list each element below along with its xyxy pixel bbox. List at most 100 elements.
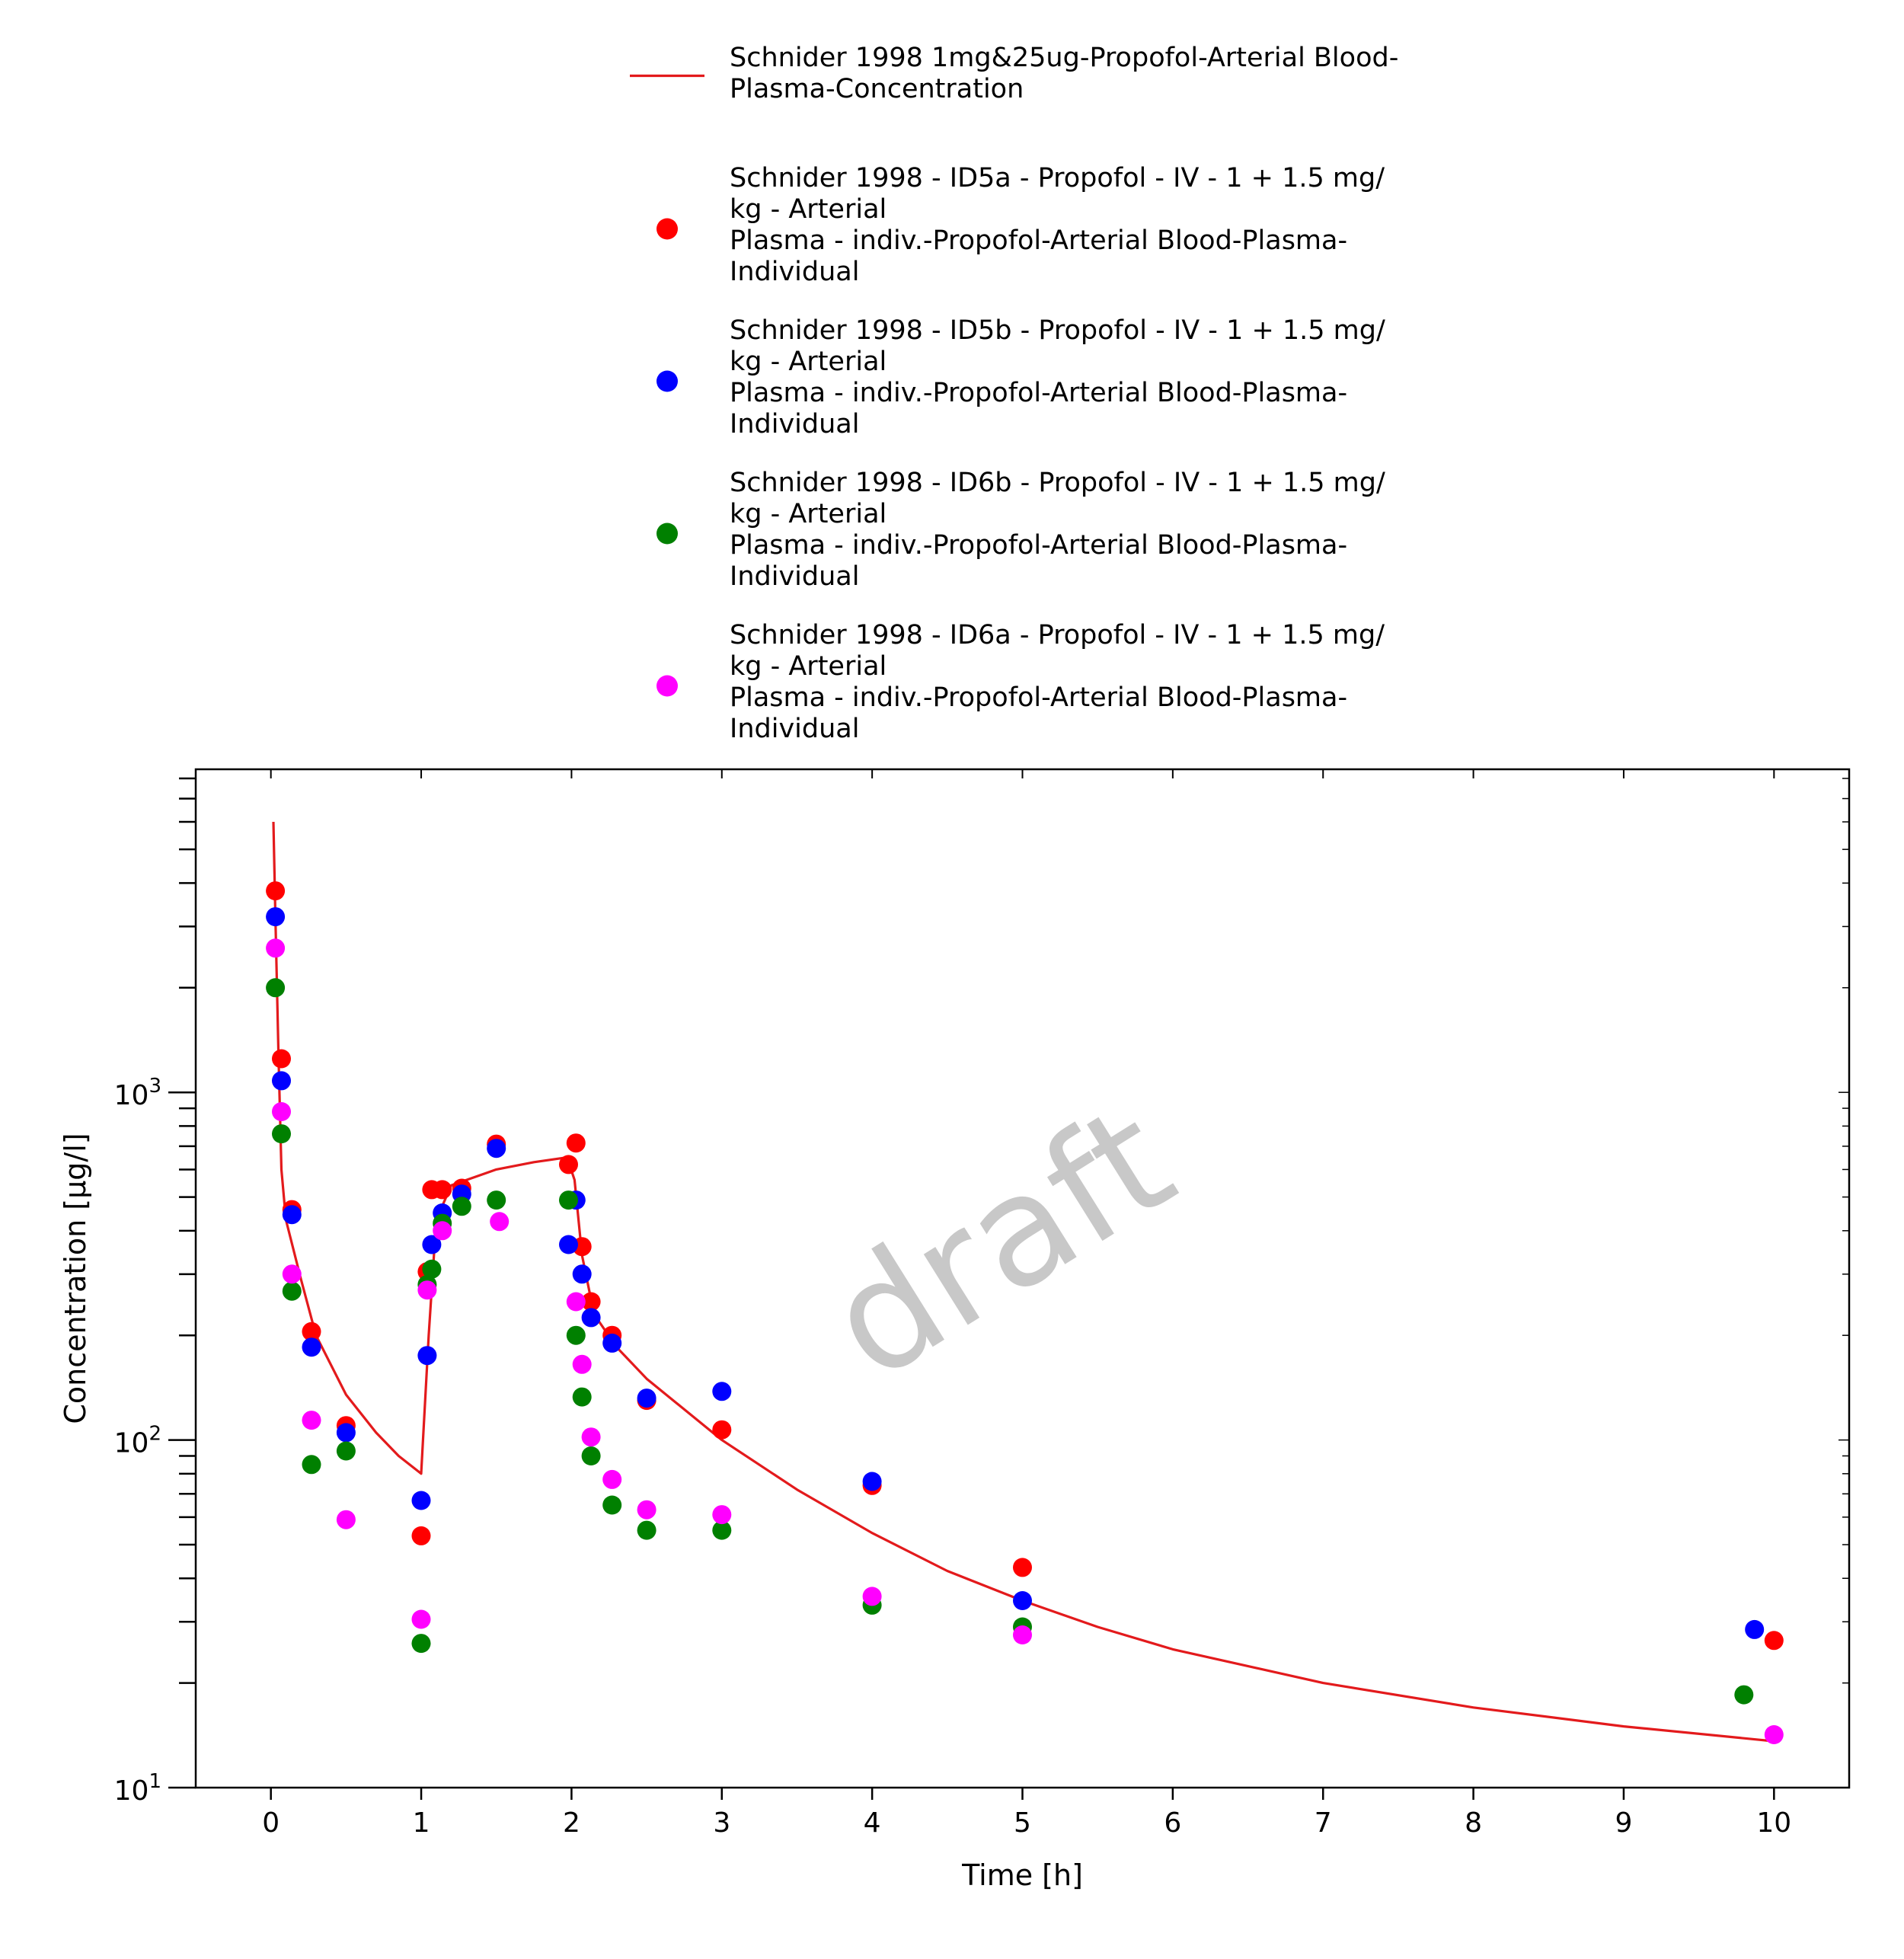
data-point <box>411 1526 431 1545</box>
data-point <box>302 1411 321 1430</box>
x-tick-label: 9 <box>1615 1807 1633 1839</box>
data-point <box>637 1520 656 1540</box>
data-point <box>272 1102 291 1121</box>
legend-entry-5: Schnider 1998 - ID6a - Propofol - IV - 1… <box>656 620 1385 744</box>
y-tick-base: 10 <box>114 1428 149 1459</box>
x-tick-label: 1 <box>413 1807 430 1839</box>
data-point <box>1745 1619 1765 1639</box>
legend-text-line: kg - Arterial <box>730 347 887 377</box>
data-point <box>282 1281 302 1301</box>
legend-text-line: kg - Arterial <box>730 651 887 682</box>
data-point <box>581 1308 601 1328</box>
data-point <box>572 1354 592 1374</box>
legend-entry-2: Schnider 1998 - ID5a - Propofol - IV - 1… <box>656 163 1385 287</box>
data-point <box>336 1423 356 1443</box>
legend-text-line: kg - Arterial <box>730 499 887 529</box>
data-point <box>487 1139 506 1158</box>
x-tick-label: 8 <box>1465 1807 1482 1839</box>
legend-entry-1: Schnider 1998 1mg&25ug-Propofol-Arterial… <box>630 43 1398 104</box>
data-point <box>266 907 286 927</box>
x-tick-label: 0 <box>262 1807 280 1839</box>
data-point <box>862 1472 882 1491</box>
data-point <box>637 1500 656 1520</box>
scatter-series-4 <box>266 938 1784 1744</box>
y-tick-exponent: 3 <box>149 1075 161 1098</box>
data-point <box>266 978 286 998</box>
y-tick-label: 101 <box>114 1770 161 1807</box>
data-point <box>572 1387 592 1407</box>
y-tick-label: 102 <box>114 1423 161 1459</box>
legend-text-line: Individual <box>730 714 859 744</box>
data-point <box>602 1469 622 1489</box>
data-point <box>433 1221 452 1241</box>
legend-text-line: Schnider 1998 1mg&25ug-Propofol-Arterial… <box>730 43 1398 73</box>
data-point <box>302 1455 321 1475</box>
data-point <box>637 1389 656 1408</box>
legend-dot-marker <box>656 523 678 545</box>
legend-entry-4: Schnider 1998 - ID6b - Propofol - IV - 1… <box>656 468 1385 592</box>
data-point <box>862 1587 882 1606</box>
legend-dot-marker <box>656 675 678 697</box>
data-point <box>1764 1631 1784 1651</box>
data-point <box>272 1049 291 1069</box>
data-point <box>417 1346 437 1366</box>
data-point <box>559 1235 578 1254</box>
data-point <box>602 1495 622 1515</box>
data-point <box>1734 1685 1754 1705</box>
data-point <box>1013 1558 1032 1577</box>
data-point <box>712 1505 732 1525</box>
data-point <box>1013 1625 1032 1644</box>
legend-dot-marker <box>656 370 678 392</box>
observed-points-layer <box>266 881 1784 1744</box>
data-point <box>336 1441 356 1461</box>
x-axis-label: Time [h] <box>961 1858 1083 1892</box>
y-tick-base: 10 <box>114 1775 149 1807</box>
x-tick-label: 3 <box>713 1807 730 1839</box>
watermark-text: draft <box>800 1072 1202 1414</box>
x-tick-label: 6 <box>1164 1807 1181 1839</box>
data-point <box>422 1259 442 1279</box>
data-point <box>336 1510 356 1529</box>
data-point <box>572 1264 592 1284</box>
x-tick-label: 7 <box>1315 1807 1332 1839</box>
legend-text-line: Individual <box>730 409 859 439</box>
data-point <box>411 1491 431 1510</box>
data-point <box>712 1520 732 1540</box>
legend-entry-3: Schnider 1998 - ID5b - Propofol - IV - 1… <box>656 315 1385 439</box>
x-tick-label: 4 <box>864 1807 881 1839</box>
data-point <box>581 1427 601 1447</box>
data-point <box>422 1235 442 1254</box>
legend-text-line: Plasma - indiv.-Propofol-Arterial Blood-… <box>730 530 1347 561</box>
data-point <box>272 1124 291 1144</box>
data-point <box>602 1333 622 1353</box>
data-point <box>302 1337 321 1357</box>
data-point <box>266 881 286 901</box>
data-point <box>411 1609 431 1629</box>
data-point <box>282 1205 302 1225</box>
legend-text-line: Plasma - indiv.-Propofol-Arterial Blood-… <box>730 378 1347 408</box>
data-point <box>272 1071 291 1091</box>
data-point <box>411 1634 431 1654</box>
legend: Schnider 1998 1mg&25ug-Propofol-Arterial… <box>630 43 1398 744</box>
data-point <box>566 1133 586 1153</box>
data-point <box>1013 1591 1032 1610</box>
legend-text-line: kg - Arterial <box>730 194 887 225</box>
data-point <box>266 938 286 958</box>
data-point <box>1764 1725 1784 1744</box>
y-tick-exponent: 2 <box>149 1423 161 1446</box>
legend-text-line: Plasma - indiv.-Propofol-Arterial Blood-… <box>730 225 1347 256</box>
legend-text-line: Schnider 1998 - ID6a - Propofol - IV - 1… <box>730 620 1385 650</box>
legend-text-line: Individual <box>730 257 859 287</box>
data-point <box>581 1446 601 1465</box>
data-point <box>566 1292 586 1312</box>
data-point <box>302 1321 321 1341</box>
data-point <box>566 1325 586 1345</box>
legend-dot-marker <box>656 218 678 240</box>
y-axis-label: Concentration [µg/l] <box>59 1133 92 1424</box>
data-point <box>452 1197 471 1216</box>
data-point <box>581 1292 601 1312</box>
legend-text-line: Individual <box>730 561 859 592</box>
